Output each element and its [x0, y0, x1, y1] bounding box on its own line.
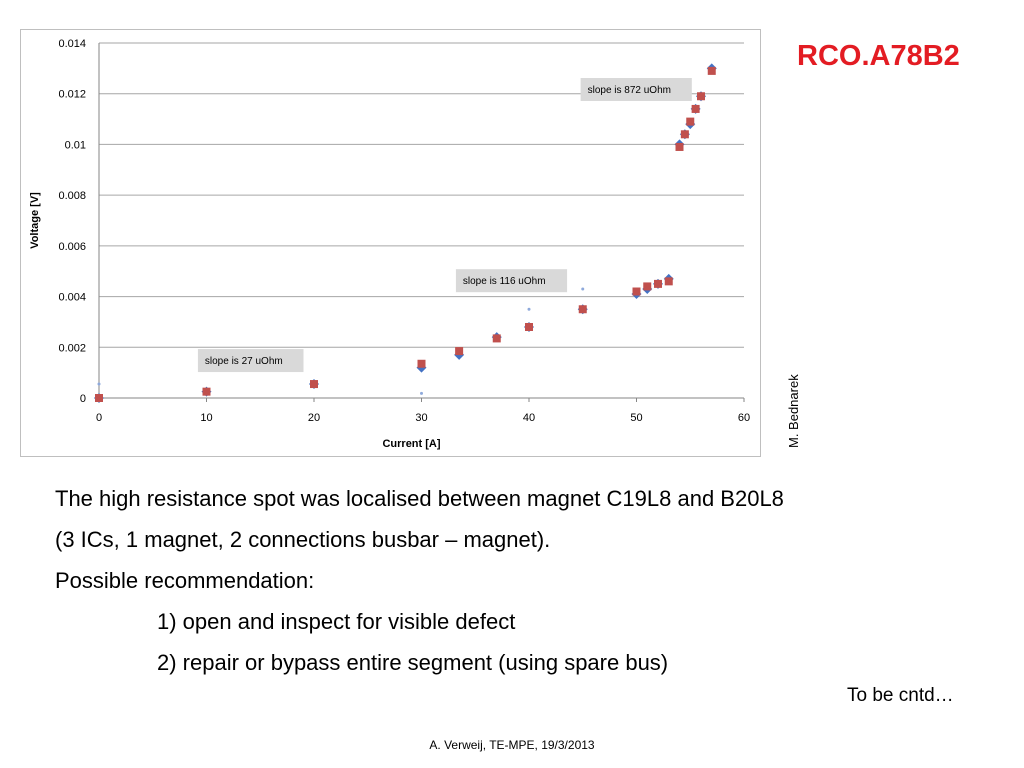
data-point-square: [691, 104, 700, 113]
data-point-square: [654, 279, 662, 288]
slide-title: RCO.A78B2: [797, 40, 960, 72]
y-tick-label: 0.008: [58, 190, 86, 202]
data-point-square: [707, 66, 716, 75]
recommendation-2: 2) repair or bypass entire segment (usin…: [157, 650, 669, 675]
slope-annotation-box: [455, 269, 568, 293]
x-tick-label: 40: [523, 412, 535, 424]
data-point-square: [525, 323, 533, 331]
y-tick-label: 0.01: [65, 139, 86, 151]
y-tick-label: 0: [80, 393, 86, 405]
y-tick-label: 0.004: [58, 292, 86, 304]
data-point-square: [492, 334, 501, 343]
data-point-square: [680, 130, 689, 139]
data-point-square: [632, 287, 641, 296]
x-tick-label: 0: [96, 412, 102, 424]
y-tick-label: 0.002: [58, 342, 86, 354]
slope-annotation: slope is 872 uOhm: [588, 85, 671, 96]
data-point-square: [417, 359, 426, 368]
data-point-square: [675, 142, 684, 151]
data-point-square: [455, 347, 464, 356]
data-point-square: [578, 305, 587, 314]
chart-frame: 0 0.002 0.004 0.006 0.008 0.01 0.012 0.014 0 10 20…: [20, 29, 761, 457]
body-text: The high resistance spot was localised b…: [55, 478, 975, 683]
slope-annotation-box: [197, 349, 304, 373]
data-point-dot: [581, 287, 585, 291]
y-tick-label: 0.006: [58, 241, 86, 253]
recommendation-1: 1) open and inspect for visible defect: [157, 609, 516, 634]
data-point-square: [202, 387, 211, 396]
data-point-square: [686, 117, 695, 126]
data-point-dot: [97, 382, 101, 386]
data-point-dot: [420, 391, 423, 395]
data-point-square: [664, 277, 673, 286]
body-line-3: Possible recommendation:: [55, 568, 315, 593]
continued-note: To be cntd…: [847, 685, 954, 706]
slope-annotation: slope is 116 uOhm: [463, 276, 546, 287]
y-tick-label: 0.012: [58, 89, 86, 101]
x-tick-label: 60: [738, 412, 750, 424]
slope-annotation-box: [580, 77, 692, 101]
x-tick-label: 30: [415, 412, 427, 424]
y-tick-label: 0.014: [58, 38, 86, 50]
data-point-square: [310, 380, 318, 389]
body-line-2: (3 ICs, 1 magnet, 2 connections busbar –…: [55, 527, 551, 552]
body-line-1: The high resistance spot was localised b…: [55, 486, 784, 511]
x-tick-label: 50: [630, 412, 642, 424]
data-point-square: [95, 394, 103, 402]
data-point-square: [643, 282, 652, 291]
x-tick-label: 10: [200, 412, 212, 424]
author-label: M. Bednarek: [786, 374, 801, 448]
x-axis-title: Current [A]: [382, 438, 440, 450]
data-point-square: [697, 92, 705, 101]
y-axis-title: Voltage [V]: [29, 192, 41, 249]
slope-annotation: slope is 27 uOhm: [205, 356, 283, 367]
voltage-current-scatter-chart: 0 0.002 0.004 0.006 0.008 0.01 0.012 0.014 0 10 20…: [29, 38, 750, 450]
data-point-dot: [527, 307, 531, 311]
x-tick-label: 20: [308, 412, 320, 424]
footer-credit: A. Verweij, TE-MPE, 19/3/2013: [429, 738, 595, 752]
